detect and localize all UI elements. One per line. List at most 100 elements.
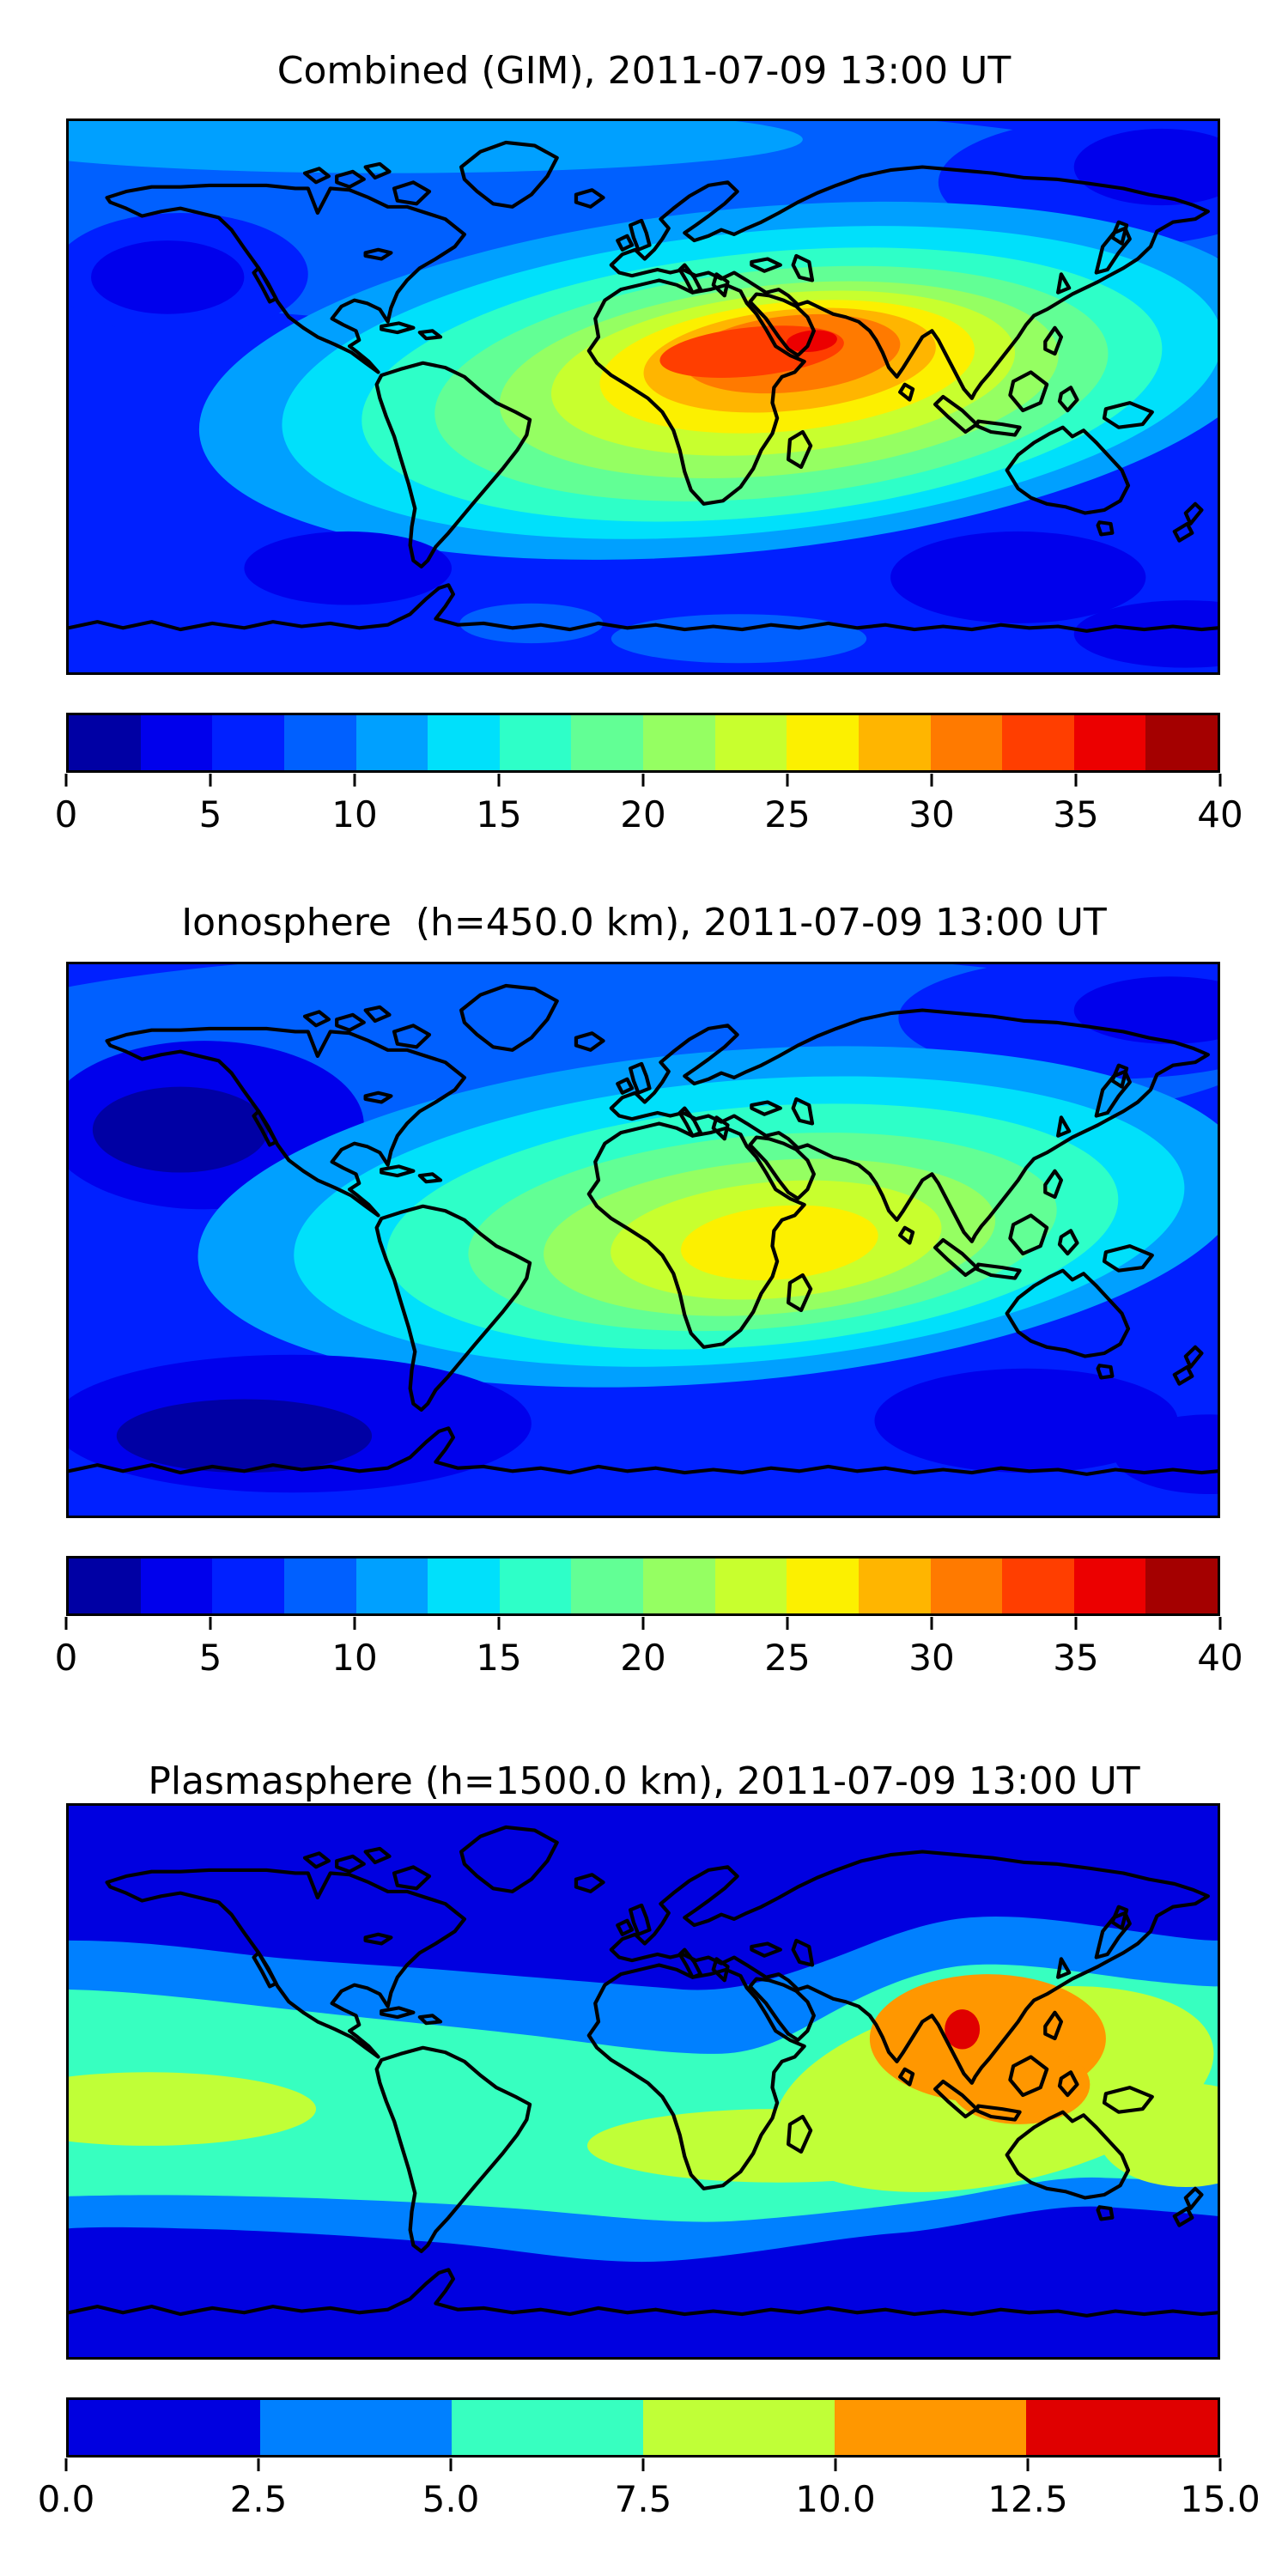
colorbar-segment xyxy=(858,1558,931,1613)
colorbar-tick-label: 10 xyxy=(331,793,378,835)
colorbar-tick-mark xyxy=(353,1617,356,1630)
colorbar-segment xyxy=(69,715,141,770)
colorbar-tick-label: 15 xyxy=(476,793,522,835)
colorbar-tick-label: 2.5 xyxy=(229,2478,288,2520)
colorbar-tick-label: 0.0 xyxy=(37,2478,95,2520)
colorbar-tick-mark xyxy=(786,774,789,787)
colorbar-segment xyxy=(428,715,500,770)
panel2-map xyxy=(66,962,1220,1518)
panel3-colorbar-tickmarks xyxy=(64,2458,1222,2472)
colorbar-tick-label: 25 xyxy=(764,793,811,835)
colorbar-tick-mark xyxy=(786,1617,789,1630)
colorbar-tick-mark xyxy=(930,1617,933,1630)
panel3-colorbar-ticklabels: 0.0 2.5 5.0 7.5 10.0 12.5 15.0 xyxy=(38,2478,1261,2524)
colorbar-segment xyxy=(355,1558,428,1613)
colorbar-tick-mark xyxy=(209,774,212,787)
colorbar-tick-label: 25 xyxy=(764,1637,811,1679)
colorbar-segment xyxy=(428,1558,500,1613)
colorbar-segment xyxy=(930,715,1003,770)
colorbar-tick-mark xyxy=(257,2458,260,2471)
colorbar-tick-label: 10 xyxy=(331,1637,378,1679)
colorbar-tick-mark xyxy=(641,2458,645,2471)
colorbar-tick-label: 12.5 xyxy=(987,2478,1068,2520)
colorbar-segment xyxy=(69,1558,141,1613)
colorbar-tick-label: 20 xyxy=(620,1637,666,1679)
colorbar-segment xyxy=(858,715,931,770)
colorbar-tick-label: 0 xyxy=(54,1637,78,1679)
colorbar-tick-label: 7.5 xyxy=(614,2478,672,2520)
panel3-title: Plasmasphere (h=1500.0 km), 2011-07-09 1… xyxy=(148,1759,1140,1803)
colorbar-segment xyxy=(69,2400,260,2455)
colorbar-segment xyxy=(260,2400,452,2455)
colorbar-tick-label: 10.0 xyxy=(795,2478,876,2520)
colorbar-tick-mark xyxy=(209,1617,212,1630)
colorbar-segment xyxy=(1002,715,1074,770)
colorbar-tick-label: 15.0 xyxy=(1180,2478,1261,2520)
colorbar-tick-mark xyxy=(1218,774,1222,787)
colorbar-tick-label: 40 xyxy=(1197,793,1243,835)
colorbar-segment xyxy=(571,715,643,770)
colorbar-segment xyxy=(643,2400,835,2455)
panel2-colorbar-tickmarks xyxy=(64,1617,1222,1631)
colorbar-segment xyxy=(643,1558,715,1613)
colorbar-tick-label: 30 xyxy=(908,793,955,835)
colorbar-tick-label: 35 xyxy=(1053,1637,1099,1679)
panel1-map xyxy=(66,118,1220,675)
colorbar-tick-label: 20 xyxy=(620,793,666,835)
panel1-map-svg xyxy=(69,121,1218,672)
colorbar-tick-label: 15 xyxy=(476,1637,522,1679)
colorbar-tick-mark xyxy=(64,1617,68,1630)
colorbar-segment xyxy=(1145,715,1218,770)
colorbar-tick-mark xyxy=(497,774,501,787)
panel2-colorbar xyxy=(66,1556,1220,1616)
colorbar-tick-label: 5 xyxy=(198,1637,222,1679)
colorbar-segment xyxy=(283,715,356,770)
colorbar-segment xyxy=(714,1558,787,1613)
colorbar-segment xyxy=(1145,1558,1218,1613)
colorbar-segment xyxy=(714,715,787,770)
panel3-map xyxy=(66,1803,1220,2360)
panel1-colorbar xyxy=(66,713,1220,773)
colorbar-tick-label: 30 xyxy=(908,1637,955,1679)
panel3-map-svg xyxy=(69,1806,1218,2357)
colorbar-tick-mark xyxy=(1074,1617,1078,1630)
colorbar-segment xyxy=(140,715,213,770)
colorbar-segment xyxy=(787,1558,859,1613)
colorbar-segment xyxy=(1073,1558,1146,1613)
colorbar-segment xyxy=(930,1558,1003,1613)
colorbar-tick-mark xyxy=(834,2458,837,2471)
colorbar-segment xyxy=(355,715,428,770)
colorbar-segment xyxy=(283,1558,356,1613)
colorbar-tick-mark xyxy=(930,774,933,787)
colorbar-tick-mark xyxy=(1218,2458,1222,2471)
colorbar-tick-label: 0 xyxy=(54,793,78,835)
panel1-title: Combined (GIM), 2011-07-09 13:00 UT xyxy=(276,49,1012,93)
colorbar-tick-mark xyxy=(641,1617,645,1630)
colorbar-tick-label: 5 xyxy=(198,793,222,835)
panel3-colorbar xyxy=(66,2397,1220,2458)
colorbar-tick-label: 35 xyxy=(1053,793,1099,835)
colorbar-segment xyxy=(452,2400,643,2455)
colorbar-segment xyxy=(212,715,284,770)
colorbar-segment xyxy=(1026,2400,1218,2455)
colorbar-tick-label: 5.0 xyxy=(422,2478,480,2520)
colorbar-tick-mark xyxy=(1074,774,1078,787)
colorbar-segment xyxy=(1002,1558,1074,1613)
colorbar-segment xyxy=(787,715,859,770)
panel1-colorbar-ticklabels: 0 5 10 15 20 25 30 35 40 xyxy=(55,793,1243,840)
colorbar-segment xyxy=(571,1558,643,1613)
colorbar-tick-mark xyxy=(1218,1617,1222,1630)
colorbar-segment xyxy=(140,1558,213,1613)
colorbar-tick-mark xyxy=(449,2458,453,2471)
panel2-title: Ionosphere (h=450.0 km), 2011-07-09 13:0… xyxy=(181,901,1107,945)
colorbar-tick-mark xyxy=(64,2458,68,2471)
colorbar-tick-mark xyxy=(64,774,68,787)
colorbar-segment xyxy=(835,2400,1026,2455)
colorbar-tick-mark xyxy=(641,774,645,787)
colorbar-tick-mark xyxy=(353,774,356,787)
panel2-map-svg xyxy=(69,964,1218,1516)
colorbar-tick-mark xyxy=(1026,2458,1030,2471)
colorbar-segment xyxy=(212,1558,284,1613)
panel2-colorbar-ticklabels: 0 5 10 15 20 25 30 35 40 xyxy=(55,1637,1243,1683)
